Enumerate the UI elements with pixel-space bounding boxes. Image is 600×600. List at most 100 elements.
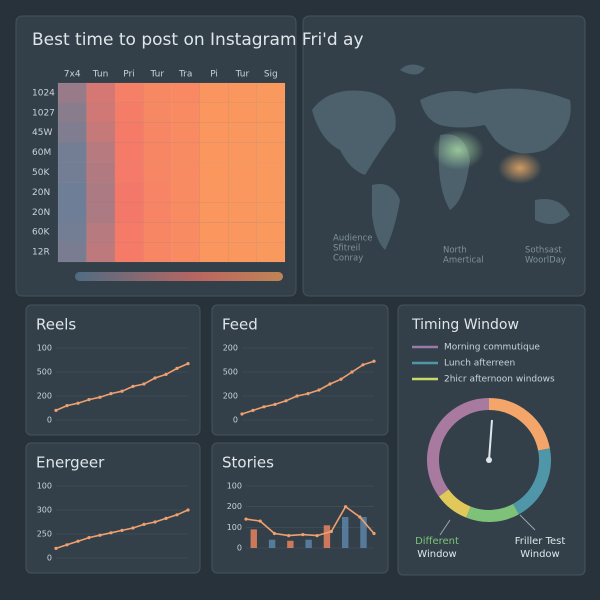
pointer — [519, 514, 536, 531]
bar — [305, 539, 312, 548]
heat-cell — [256, 122, 286, 143]
heat-cell — [114, 122, 144, 143]
map-label: Sfitreil — [333, 244, 360, 254]
y-tick-label: 200 — [223, 344, 238, 353]
heat-cell — [57, 241, 87, 263]
line-point — [142, 522, 146, 527]
heat-cell — [86, 241, 115, 263]
line-point — [175, 366, 179, 370]
line — [245, 505, 375, 537]
heat-cell — [114, 82, 144, 104]
row-label: 60K — [32, 228, 50, 238]
heat-cell — [228, 221, 257, 243]
heat-cell — [142, 202, 172, 223]
gauge-label: Window — [417, 549, 456, 560]
column-label: Tra — [178, 70, 192, 80]
gauge-label: Window — [520, 549, 559, 560]
heat-cell — [256, 182, 286, 203]
heat-cell — [86, 221, 115, 243]
panel-title: Stories — [222, 454, 274, 472]
heat-cell — [228, 82, 257, 104]
heat-cell — [86, 202, 115, 223]
heat-cell — [228, 241, 257, 263]
map-label: Sothsast — [525, 246, 562, 256]
y-tick-label: 200 — [227, 502, 242, 511]
line-point — [328, 382, 332, 386]
line-point — [301, 532, 305, 537]
heat-cell — [114, 142, 144, 163]
y-tick-label: 0 — [237, 544, 242, 553]
heat-cell — [171, 241, 201, 263]
feed-panel — [211, 304, 389, 436]
heat-cell — [142, 162, 172, 183]
heat-cell — [171, 102, 201, 124]
bar — [323, 525, 331, 548]
heat-cell — [256, 162, 286, 183]
line-point — [273, 402, 277, 406]
color-scale — [75, 272, 283, 281]
column-label: 7x4 — [64, 70, 81, 80]
line-point — [186, 508, 190, 512]
gauge-needle — [488, 419, 493, 461]
gauge-segment — [488, 398, 550, 451]
heat-cell — [57, 102, 87, 124]
heat-cell — [199, 182, 229, 203]
line-point — [54, 408, 58, 412]
heat-cell — [86, 182, 115, 203]
heat-cell — [57, 82, 87, 104]
row-label: 45W — [32, 128, 52, 138]
column-label: Pri — [123, 70, 134, 80]
legend-label: 2hicr afternoon windows — [444, 375, 555, 385]
heat-cell — [86, 122, 115, 143]
heat-cell — [142, 142, 172, 163]
heat-cell — [86, 102, 115, 124]
line-point — [76, 539, 80, 543]
heat-cell — [171, 162, 201, 183]
line-point — [65, 543, 69, 547]
heat-cell — [142, 82, 172, 104]
heat-cell — [228, 162, 257, 183]
line-point — [240, 412, 244, 416]
heat-cell — [199, 221, 229, 243]
heat-cell — [171, 221, 201, 243]
line-point — [329, 529, 333, 534]
line-point — [343, 505, 348, 509]
line-point — [98, 533, 102, 537]
row-label: 20N — [32, 188, 50, 198]
y-tick-label: 500 — [223, 368, 238, 377]
row-label: 20N — [32, 208, 50, 218]
y-tick-label: 200 — [37, 392, 52, 401]
line-point — [164, 516, 168, 521]
line-point — [244, 517, 248, 521]
line-point — [54, 546, 58, 551]
bar — [342, 517, 349, 548]
line-point — [153, 376, 157, 380]
gauge-segment — [438, 489, 471, 518]
gauge-label: Friller Test — [515, 536, 566, 547]
heat-cell — [86, 142, 115, 163]
line-point — [361, 363, 365, 367]
gauge-segment — [427, 398, 490, 497]
line-point — [87, 398, 91, 402]
map-label: WoorlDay — [525, 256, 566, 266]
y-tick-label: 0 — [47, 554, 52, 563]
gauge-label: Different — [415, 536, 459, 547]
heat-cell — [57, 182, 87, 203]
heat-cell — [171, 82, 201, 104]
heat-cell — [228, 102, 257, 124]
line-point — [372, 531, 376, 536]
row-label: 60M — [32, 148, 51, 158]
heat-cell — [114, 241, 144, 263]
line-point — [120, 389, 124, 393]
y-tick-label: 300 — [37, 506, 52, 515]
heat-cell — [199, 142, 229, 163]
legend-label: Lunch afterreen — [444, 359, 515, 369]
column-label: Tur — [235, 70, 250, 80]
line-point — [317, 388, 321, 392]
heat-cell — [256, 102, 286, 124]
column-label: Tun — [92, 70, 109, 80]
line-point — [284, 399, 288, 403]
y-tick-label: 100 — [37, 482, 52, 491]
gauge-segment — [466, 503, 519, 522]
energeer-panel — [25, 442, 201, 574]
